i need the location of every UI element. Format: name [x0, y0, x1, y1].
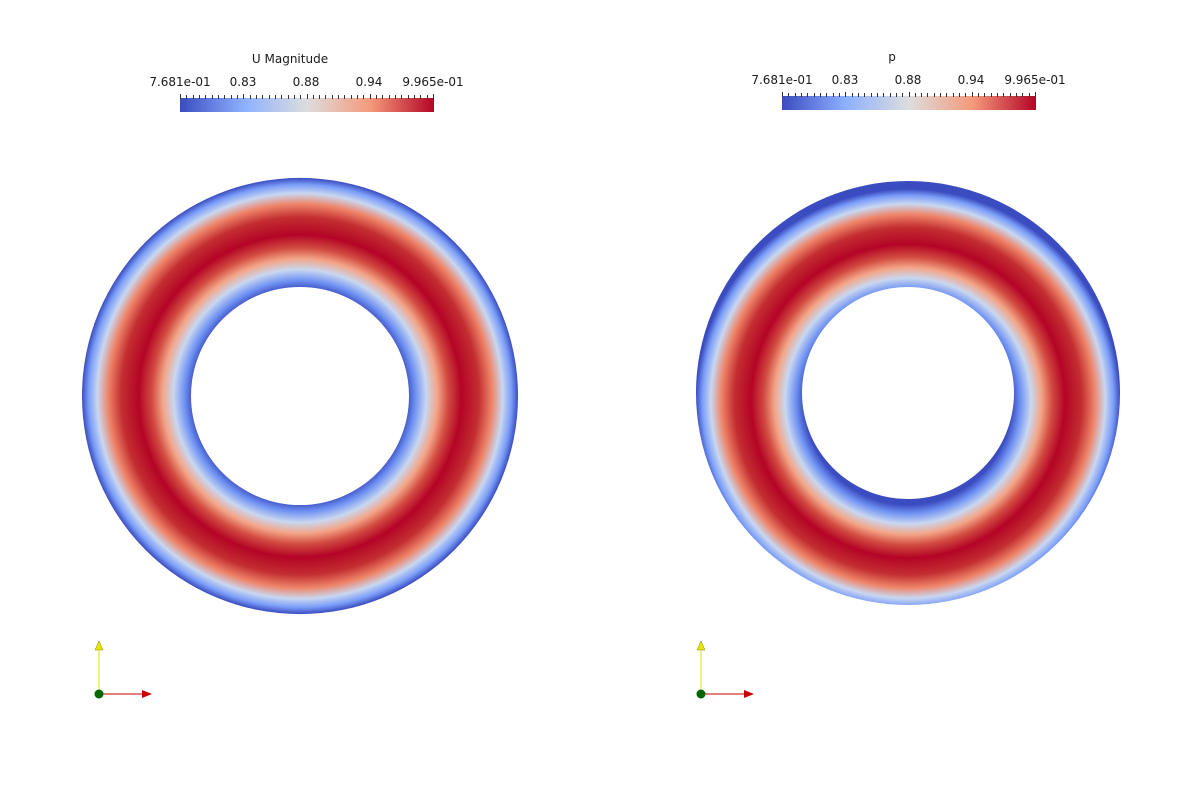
color-bar: [180, 94, 434, 112]
annulus-contour-plot: [696, 181, 1120, 605]
legend-tick-label: 9.965e-01: [402, 75, 464, 89]
legend-tick-label: 0.88: [292, 75, 320, 89]
legend-tick-label: 7.681e-01: [751, 73, 813, 87]
legend-tick-label: 0.94: [957, 73, 985, 87]
orientation-axes: [94, 640, 152, 699]
legend-tick-label: 0.83: [229, 75, 257, 89]
legend-tick-label: 7.681e-01: [149, 75, 211, 89]
legend-title: U Magnitude: [251, 52, 329, 66]
scalar-bar-legend: U Magnitude 7.681e-01 0.83 0.88 0.94 9.9…: [145, 50, 464, 120]
legend-tick-label: 0.83: [831, 73, 859, 87]
render-viewport-right[interactable]: p 7.681e-01 0.83 0.88 0.94 9.965e-01: [602, 0, 1204, 793]
scalar-bar-legend: p 7.681e-01 0.83 0.88 0.94 9.965e-01: [747, 48, 1066, 118]
legend-tick-label: 0.88: [894, 73, 922, 87]
render-viewport-left[interactable]: U Magnitude 7.681e-01 0.83 0.88 0.94 9.9…: [0, 0, 602, 793]
color-bar: [782, 92, 1036, 110]
legend-title: p: [888, 50, 896, 64]
orientation-axes: [696, 640, 754, 699]
legend-tick-label: 9.965e-01: [1004, 73, 1066, 87]
annulus-contour-plot: [81, 177, 519, 615]
legend-tick-label: 0.94: [355, 75, 383, 89]
